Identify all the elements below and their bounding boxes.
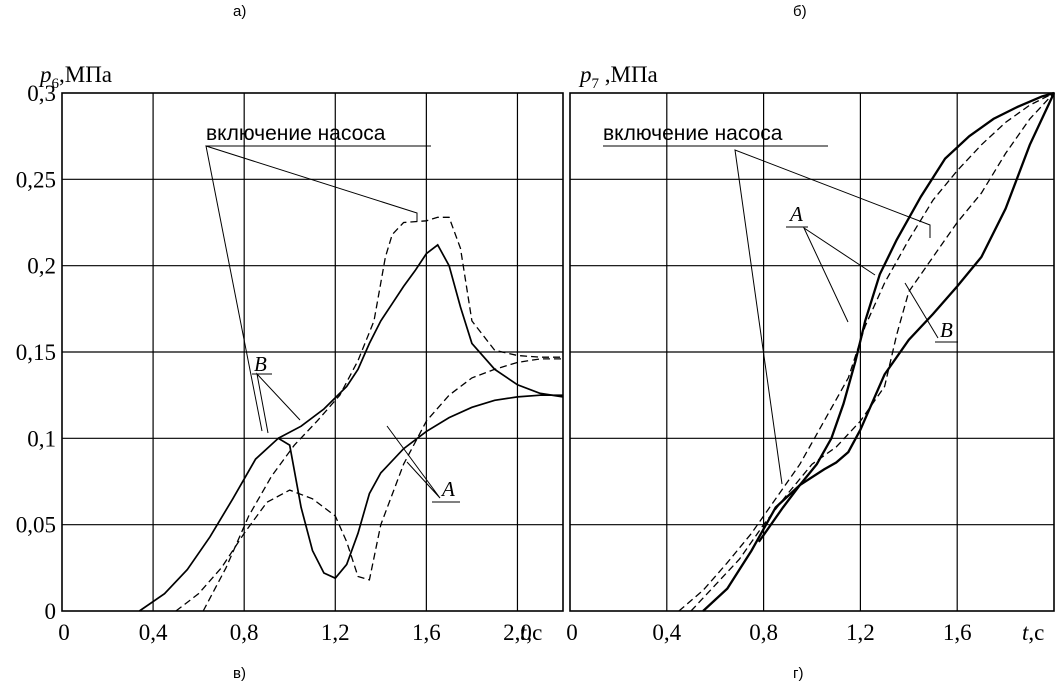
series-left: [138, 216, 564, 612]
x-tick-label-right: 1,6: [943, 620, 972, 645]
y-label-right-var: p: [578, 62, 592, 87]
y-label-left-sub: 6: [52, 76, 60, 92]
x-label-right-unit: ,с: [1028, 620, 1044, 645]
series-right: [678, 91, 1055, 612]
series-line-right-4: [690, 92, 1055, 612]
y-tick-label: 0,3: [27, 81, 56, 106]
annotation-A-left: A: [440, 477, 455, 501]
A-leader-right: [802, 226, 876, 323]
y-label-right: p7 ,МПа: [578, 62, 658, 92]
y-label-right-unit: ,МПа: [599, 62, 658, 87]
panel-letter-g: г): [793, 665, 803, 682]
y-label-left-var: p: [38, 62, 52, 87]
grid-left: [62, 93, 563, 611]
x-ticks-left: 0 0,4 0,8 1,2 1,6 2,0: [58, 620, 532, 645]
annotation-pump-right: включение насоса: [603, 122, 783, 145]
frame-right: [569, 92, 1055, 612]
series-line-left-1: [138, 394, 563, 612]
y-label-left-unit: ,МПа: [59, 62, 112, 87]
y-ticks-left: 0 0,05 0,1 0,15 0,2 0,25 0,3: [16, 81, 56, 624]
x-label-left: t,с: [520, 620, 542, 645]
x-label-right: t,с: [1022, 620, 1044, 645]
x-label-left-unit: ,с: [526, 620, 542, 645]
chart-right: 0 0,4 0,8 1,2 1,6 p7 ,МПа t,с включение насо…: [566, 62, 1055, 645]
x-tick-label-left: 1,6: [412, 620, 441, 645]
y-tick-label: 0,1: [27, 426, 56, 451]
annotation-A-right: A: [788, 202, 803, 226]
series-line-right-1: [702, 92, 1055, 612]
pump-leader-left: [205, 145, 418, 432]
series-line-right-3: [678, 92, 1055, 612]
x-label-left-var: t: [520, 620, 527, 645]
frame-left: [61, 92, 564, 612]
x-tick-label-left: 2,0: [503, 620, 532, 645]
A-leader-left: [386, 425, 441, 499]
chart-left: 00,050,10,150,20,250,3 0 0,4 0,8 1,2 1,6 2,0 …: [16, 62, 564, 645]
y-label-right-sub: 7: [592, 76, 600, 92]
x-tick-label-left: 0,4: [139, 620, 168, 645]
x-tick-label-right: 0,4: [652, 620, 681, 645]
panel-letter-v: в): [233, 665, 246, 682]
x-label-right-var: t: [1022, 620, 1029, 645]
B-leader-right: [904, 282, 939, 339]
pump-leader-right: [734, 149, 931, 485]
grid-right: [570, 93, 1054, 611]
panel-letter-b: б): [793, 3, 807, 20]
y-tick-label: 0,25: [16, 167, 56, 192]
x-tick-label-left: 1,2: [321, 620, 350, 645]
y-tick-label: 0,05: [16, 513, 56, 538]
annotation-B-left: B: [254, 352, 267, 376]
x-ticks-right: 0 0,4 0,8 1,2 1,6: [566, 620, 971, 645]
panel-letter-a: а): [233, 3, 246, 20]
series-line-left-3: [175, 358, 563, 612]
y-tick-label: 0,2: [27, 254, 56, 279]
series-line-left-2: [277, 243, 564, 440]
x-tick-label-right: 0,8: [749, 620, 778, 645]
x-tick-label-left: 0: [58, 620, 70, 645]
annotation-B-right: B: [940, 318, 953, 342]
y-label-left: p6,МПа: [38, 62, 112, 92]
annotation-pump-left: включение насоса: [206, 122, 386, 145]
series-line-right-2: [757, 91, 1055, 543]
y-tick-label: 0: [45, 599, 57, 624]
series-line-left-4: [202, 216, 563, 612]
x-tick-label-left: 0,8: [230, 620, 259, 645]
x-tick-label-right: 1,2: [846, 620, 875, 645]
B-leader-left: [256, 372, 301, 434]
x-tick-label-right: 0: [566, 620, 578, 645]
y-tick-label: 0,15: [16, 340, 56, 365]
